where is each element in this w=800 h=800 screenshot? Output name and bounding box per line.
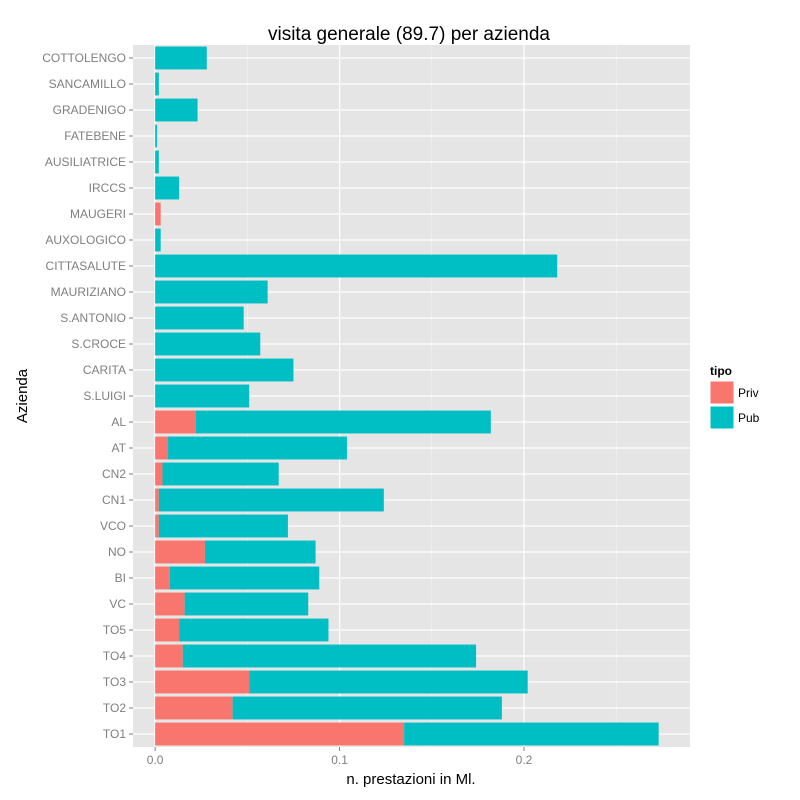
x-tick-labels: 0.0 0.1 0.2	[147, 747, 533, 767]
legend-label-priv: Priv	[738, 386, 759, 400]
bar-pub-to1	[404, 722, 659, 746]
y-tick-label: BI	[115, 571, 126, 585]
y-tick-label: IRCCS	[89, 181, 126, 195]
bar-pub-to2	[232, 696, 502, 720]
chart-title: visita generale (89.7) per azienda	[268, 24, 550, 45]
legend-swatch-pub	[709, 405, 735, 430]
y-tick-label: S.LUIGI	[83, 389, 126, 403]
legend-title: tipo	[710, 364, 732, 378]
bar-priv-to5	[155, 618, 180, 642]
y-tick-label: S.ANTONIO	[60, 311, 126, 325]
y-tick-label: MAURIZIANO	[51, 285, 126, 299]
bar-pub-to4	[182, 644, 477, 668]
x-tick-label: 0.2	[516, 753, 533, 767]
bar-pub-bi	[169, 566, 320, 590]
bar-pub-gradenigo	[155, 98, 198, 122]
bar-pub-s.croce	[155, 332, 261, 356]
bar-pub-to5	[179, 618, 329, 642]
bar-priv-vco	[155, 514, 159, 538]
y-tick-label: CN2	[102, 467, 126, 481]
y-tick-label: AUXOLOGICO	[45, 233, 126, 247]
bar-pub-at	[168, 436, 347, 460]
x-tick-label: 0.1	[331, 753, 348, 767]
y-tick-label: AUSILIATRICE	[45, 155, 126, 169]
bar-pub-s.antonio	[155, 306, 244, 330]
y-tick-label: AL	[111, 415, 126, 429]
bar-priv-cn2	[155, 462, 163, 486]
bar-pub-carita	[155, 358, 294, 382]
bar-pub-cottolengo	[155, 46, 207, 70]
y-tick-label: SANCAMILLO	[49, 77, 126, 91]
bar-priv-maugeri	[155, 202, 161, 226]
x-axis-title: n. prestazioni in Ml.	[346, 771, 475, 788]
bar-pub-auxologico	[155, 228, 161, 252]
legend-swatch-priv	[709, 380, 735, 405]
y-tick-label: CN1	[102, 493, 126, 507]
bar-priv-to4	[155, 644, 183, 668]
bar-pub-cittasalute	[155, 254, 558, 278]
y-tick-label: TO3	[103, 675, 126, 689]
y-tick-label: FATEBENE	[64, 129, 126, 143]
y-tick-label: TO1	[103, 727, 126, 741]
y-tick-label: S.CROCE	[71, 337, 126, 351]
bar-pub-vco	[158, 514, 288, 538]
bar-pub-cn2	[162, 462, 279, 486]
y-tick-label: CARITA	[83, 363, 126, 377]
legend-label-pub: Pub	[738, 411, 760, 425]
y-tick-label: CITTASALUTE	[46, 259, 126, 273]
bar-priv-vc	[155, 592, 185, 616]
y-tick-label: GRADENIGO	[53, 103, 126, 117]
y-axis-title: Azienda	[14, 368, 31, 423]
bar-priv-to3	[155, 670, 250, 694]
y-tick-label: VCO	[100, 519, 126, 533]
bar-pub-vc	[184, 592, 309, 616]
bar-pub-sancamillo	[155, 72, 159, 96]
y-tick-label: TO2	[103, 701, 126, 715]
bar-pub-al	[195, 410, 491, 434]
bar-pub-fatebene	[155, 124, 157, 148]
x-tick-label: 0.0	[147, 753, 164, 767]
bar-priv-bi	[155, 566, 170, 590]
y-tick-label: MAUGERI	[70, 207, 126, 221]
y-tick-label: COTTOLENGO	[42, 51, 126, 65]
bars	[155, 46, 659, 746]
legend: tipo Priv Pub	[709, 364, 760, 430]
bar-priv-to2	[155, 696, 233, 720]
bar-pub-mauriziano	[155, 280, 268, 304]
bar-pub-to3	[249, 670, 528, 694]
bar-priv-to1	[155, 722, 405, 746]
y-tick-labels: COTTOLENGO SANCAMILLO GRADENIGO FATEBENE AUS…	[42, 51, 133, 741]
y-tick-label: AT	[112, 441, 127, 455]
bar-priv-cn1	[155, 488, 159, 512]
bar-priv-no	[155, 540, 205, 564]
bar-pub-no	[204, 540, 316, 564]
y-tick-label: NO	[108, 545, 126, 559]
bar-pub-cn1	[158, 488, 384, 512]
bar-pub-ausiliatrice	[155, 150, 159, 174]
y-tick-label: VC	[109, 597, 126, 611]
bar-priv-al	[155, 410, 196, 434]
bar-priv-at	[155, 436, 169, 460]
y-tick-label: TO4	[103, 649, 126, 663]
bar-pub-irccs	[155, 176, 180, 200]
bar-pub-s.luigi	[155, 384, 250, 408]
y-tick-label: TO5	[103, 623, 126, 637]
